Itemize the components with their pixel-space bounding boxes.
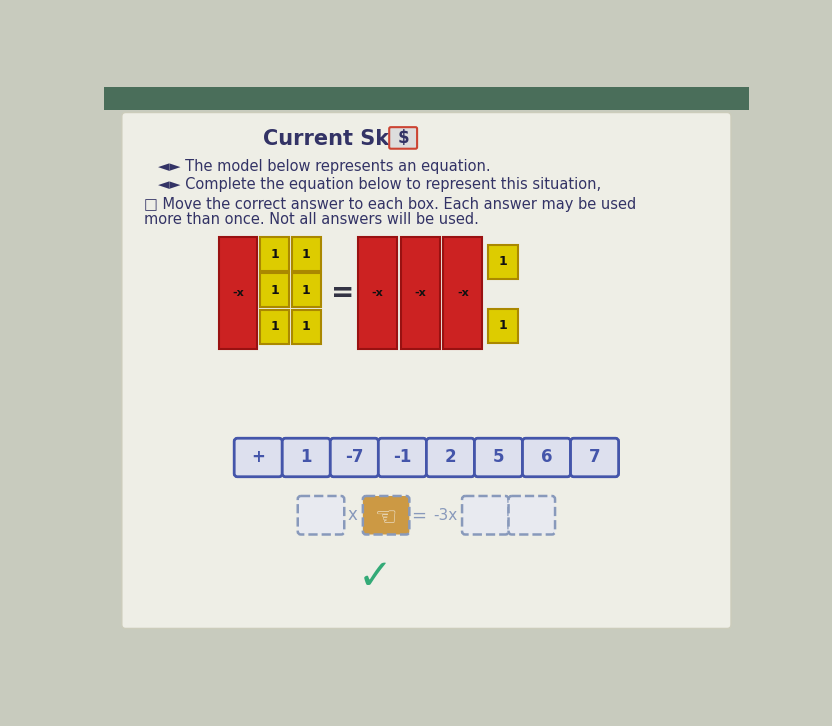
FancyBboxPatch shape [401,237,439,349]
Text: 1: 1 [270,320,279,333]
FancyBboxPatch shape [474,439,522,477]
Text: -x: -x [414,288,426,298]
Text: ◄► The model below represents an equation.: ◄► The model below represents an equatio… [158,159,491,174]
Text: 1: 1 [302,320,310,333]
Text: 1: 1 [498,256,508,269]
Text: 1: 1 [270,248,279,261]
FancyBboxPatch shape [291,274,321,307]
FancyBboxPatch shape [508,496,555,534]
Text: more than once. Not all answers will be used.: more than once. Not all answers will be … [144,212,479,227]
FancyBboxPatch shape [488,245,518,279]
Text: -x: -x [457,288,468,298]
FancyBboxPatch shape [260,310,290,343]
FancyBboxPatch shape [219,237,257,349]
Text: □ Move the correct answer to each box. Each answer may be used: □ Move the correct answer to each box. E… [144,197,636,212]
Text: 5: 5 [493,449,504,467]
Text: 7: 7 [589,449,601,467]
FancyBboxPatch shape [260,237,290,271]
FancyBboxPatch shape [522,439,571,477]
Text: Current Skill: Current Skill [263,129,410,150]
Text: 6: 6 [541,449,552,467]
FancyBboxPatch shape [234,439,282,477]
FancyBboxPatch shape [121,113,731,629]
FancyBboxPatch shape [359,237,397,349]
FancyBboxPatch shape [330,439,379,477]
Text: ☜: ☜ [375,506,398,530]
FancyBboxPatch shape [443,237,483,349]
FancyBboxPatch shape [571,439,619,477]
Text: -3x: -3x [433,507,457,523]
Text: -x: -x [372,288,384,298]
Text: 1: 1 [300,449,312,467]
Text: -7: -7 [345,449,364,467]
FancyBboxPatch shape [104,87,749,110]
Text: $: $ [398,129,409,147]
Text: 1: 1 [270,284,279,297]
Text: 1: 1 [302,284,310,297]
Text: =: = [411,506,426,524]
Text: 2: 2 [444,449,456,467]
Text: ◄► Complete the equation below to represent this situation,: ◄► Complete the equation below to repres… [158,177,602,192]
Text: ✓: ✓ [358,556,393,597]
FancyBboxPatch shape [427,439,474,477]
FancyBboxPatch shape [389,127,417,149]
Text: +: + [251,449,265,467]
FancyBboxPatch shape [462,496,508,534]
Text: 1: 1 [302,248,310,261]
FancyBboxPatch shape [488,309,518,343]
Text: -x: -x [232,288,244,298]
FancyBboxPatch shape [379,439,427,477]
FancyBboxPatch shape [298,496,344,534]
FancyBboxPatch shape [291,310,321,343]
Text: -1: -1 [394,449,412,467]
Text: x: x [347,506,357,524]
Text: =: = [331,279,354,307]
FancyBboxPatch shape [291,237,321,271]
FancyBboxPatch shape [282,439,330,477]
FancyBboxPatch shape [260,274,290,307]
FancyBboxPatch shape [363,496,409,534]
Text: 1: 1 [498,319,508,333]
